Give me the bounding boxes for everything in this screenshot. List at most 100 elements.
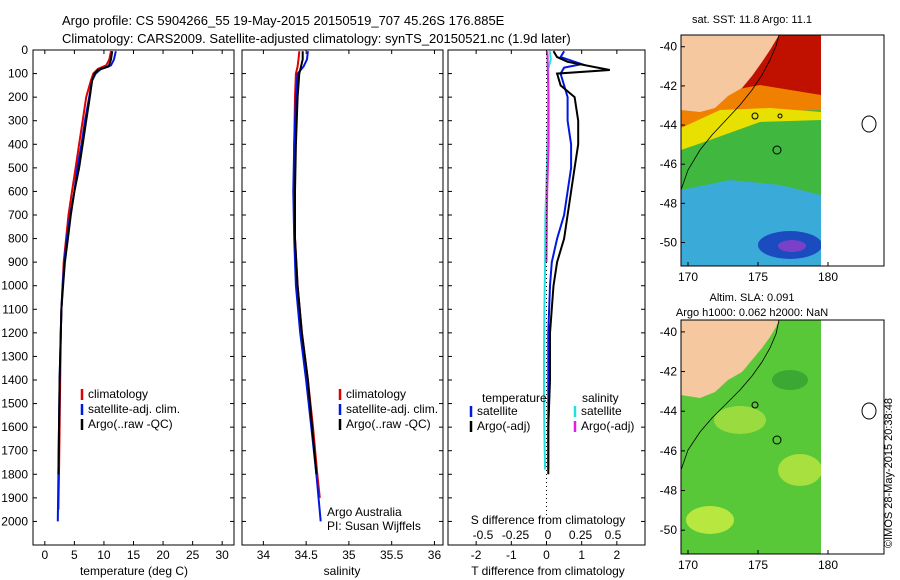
map-y-tick-label: -50 <box>660 236 678 250</box>
sla-patch-4 <box>686 506 734 534</box>
profile-legends: climatology satellite-adj. clim. Argo(..ra… <box>80 387 634 433</box>
sla-map-frame <box>680 319 885 555</box>
depth-tick-label: 600 <box>8 184 28 198</box>
depth-tick-label: 1800 <box>1 467 28 481</box>
map-x-tick-label: 175 <box>748 558 768 572</box>
x-tick-label: 2 <box>614 548 621 562</box>
map-x-tick-label: 180 <box>818 558 838 572</box>
legend-label: climatology <box>346 387 406 401</box>
map-y-tick-label: -42 <box>660 79 678 93</box>
map-y-tick-label: -48 <box>660 484 678 498</box>
x-tick-label: 35.5 <box>380 548 404 562</box>
x-tick-label: 34 <box>257 548 271 562</box>
sla-coastline <box>681 320 780 471</box>
s-tick-label: 0.25 <box>569 528 593 542</box>
legend-label: Argo(-adj) <box>477 419 530 433</box>
pi-label: PI: Susan Wijffels <box>327 519 421 533</box>
x-tick-label: 36 <box>428 548 442 562</box>
depth-axis-ticks: 0 100 200 300 400 500 600 700 800 900 1000 1100 1200… <box>1 43 645 528</box>
sst-land-mass <box>681 35 779 190</box>
sst-island-dot2 <box>777 113 783 119</box>
map-x-tick-label: 180 <box>818 270 838 284</box>
x-tick-label: 5 <box>71 548 78 562</box>
map-x-tick-label: 170 <box>678 270 698 284</box>
legend-label: Argo(..raw -QC) <box>346 417 431 431</box>
depth-tick-label: 1700 <box>1 444 28 458</box>
sla-chatham-island <box>861 402 877 420</box>
sla-profile-marker <box>772 435 782 445</box>
sst-map-title: sat. SST: 11.8 Argo: 11.1 <box>692 14 812 26</box>
s-tick-label: 0.5 <box>605 528 622 542</box>
s-tick-label: 0 <box>545 528 552 542</box>
legend-title: salinity <box>582 391 619 405</box>
s-tick-label: -0.5 <box>473 528 494 542</box>
x-tick-label: 34.5 <box>294 548 318 562</box>
depth-tick-label: 1600 <box>1 420 28 434</box>
imos-stamp: ©IMOS 28-May-2015 20:38:48 <box>883 398 895 548</box>
sst-coastline <box>681 35 780 191</box>
temperature-panel <box>32 49 235 546</box>
depth-tick-label: 1900 <box>1 491 28 505</box>
sla-map-ticks: 170 175 180 -40 -42 -44 -46 -48 -50 <box>660 325 839 572</box>
sla-patch-2 <box>714 406 766 434</box>
map-y-tick-label: -44 <box>660 118 678 132</box>
depth-tick-label: 400 <box>8 137 28 151</box>
depth-tick-label: 800 <box>8 232 28 246</box>
sst-eddy-core <box>778 240 806 252</box>
depth-tick-label: 100 <box>8 67 28 81</box>
legend-label: satellite-adj. clim. <box>88 402 180 416</box>
sla-map-subtitle: Argo h1000: 0.062 h2000: NaN <box>676 307 828 319</box>
map-y-tick-label: -50 <box>660 523 678 537</box>
x-tick-label: 0 <box>543 548 550 562</box>
legend-label: satellite <box>477 404 518 418</box>
x-tick-label: 20 <box>156 548 170 562</box>
sla-island-dot <box>751 401 759 409</box>
depth-tick-label: 500 <box>8 161 28 175</box>
depth-tick-label: 1100 <box>2 302 28 316</box>
temperature-xlabel: temperature (deg C) <box>80 564 188 578</box>
series-line-diff-t-argo-adj- <box>547 50 610 475</box>
x-tick-label: -1 <box>506 548 517 562</box>
depth-tick-label: 1300 <box>1 349 28 363</box>
depth-tick-label: 1200 <box>1 326 28 340</box>
sla-land-mass <box>681 320 779 470</box>
salinity-xlabel: salinity <box>324 564 361 578</box>
x-tick-label: 35 <box>342 548 356 562</box>
s-difference-label: S difference from climatology <box>471 513 626 527</box>
series-line-temp-argo-raw-qc- <box>57 51 114 475</box>
map-y-tick-label: -46 <box>660 444 678 458</box>
sst-map <box>680 34 885 267</box>
depth-tick-label: 900 <box>8 255 28 269</box>
header-line2: Climatology: CARS2009. Satellite-adjuste… <box>62 31 571 46</box>
sst-profile-marker <box>772 145 782 155</box>
map-y-tick-label: -40 <box>660 325 678 339</box>
legend-label: Argo(-adj) <box>581 419 634 433</box>
depth-tick-label: 2000 <box>1 514 28 528</box>
sla-patch-3 <box>778 454 821 486</box>
depth-tick-label: 1000 <box>1 279 28 293</box>
difference-xlabel: T difference from climatology <box>471 564 625 578</box>
x-tick-label: -2 <box>471 548 482 562</box>
x-tick-label: 1 <box>578 548 585 562</box>
legend-title: temperature <box>482 391 547 405</box>
x-tick-label: 25 <box>186 548 200 562</box>
sst-chatham-island <box>861 115 877 133</box>
sst-yellow-band <box>681 108 821 150</box>
map-x-tick-label: 170 <box>678 558 698 572</box>
sst-island-dot <box>751 112 759 120</box>
profile-lines <box>56 50 610 522</box>
x-tick-label: 0 <box>41 548 48 562</box>
depth-tick-label: 300 <box>8 114 28 128</box>
map-y-tick-label: -40 <box>660 40 678 54</box>
s-tick-label: -0.25 <box>502 528 530 542</box>
map-x-tick-label: 175 <box>748 270 768 284</box>
series-line-diff-s-argo-adj- <box>545 51 550 263</box>
x-tick-label: 30 <box>215 548 229 562</box>
series-line-diff-t-satellite <box>547 50 586 470</box>
map-y-tick-label: -42 <box>660 365 678 379</box>
x-axis-ticks: 0 5 10 15 20 25 30 34 34.5 35 35.5 36 -2 -1 0 1 2 -0.5 -0.… <box>41 50 622 562</box>
series-line-sal-argo-raw-qc- <box>294 51 318 475</box>
depth-tick-label: 200 <box>8 90 28 104</box>
salinity-panel <box>241 49 444 546</box>
